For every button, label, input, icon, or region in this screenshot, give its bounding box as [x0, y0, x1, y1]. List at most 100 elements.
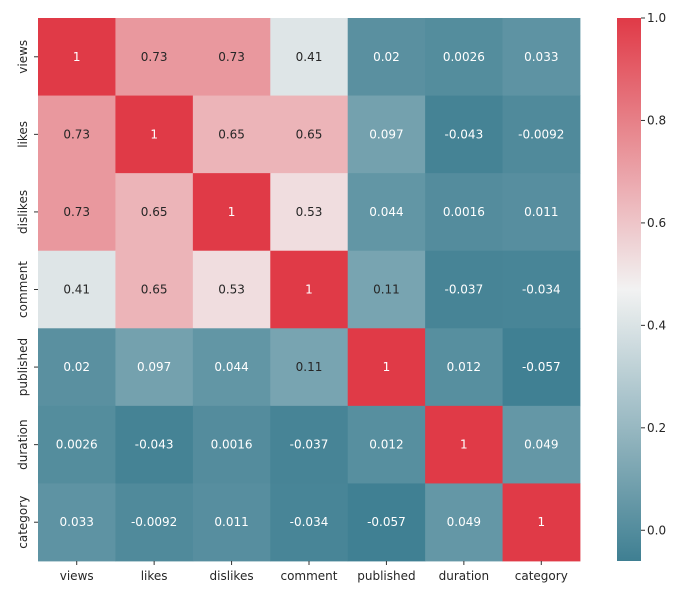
- heatmap-cell-comment-comment: [270, 250, 349, 329]
- x-tick-label-dislikes: dislikes: [210, 569, 254, 583]
- heatmap-annotations: 1 0.73 0.73 0.41 0.02 0.0026 0.033 0.73 1 0.65 0.6…: [56, 50, 565, 529]
- y-tick-label-published: published: [16, 338, 30, 396]
- heatmap-cell-category-category: [502, 483, 581, 562]
- y-tick-label-comment: comment: [16, 261, 30, 318]
- cell-value-label: 0.033: [60, 515, 94, 529]
- colorbar-tick-label: 0.4: [647, 318, 666, 332]
- heatmap-cell-likes-dislikes: [192, 95, 271, 174]
- x-tick-label-duration: duration: [439, 569, 490, 583]
- heatmap-cell-likes-published: [347, 95, 426, 174]
- heatmap-cell-category-published: [347, 483, 426, 562]
- heatmap-cell-published-published: [347, 328, 426, 407]
- heatmap-cell-dislikes-dislikes: [192, 173, 271, 252]
- cell-value-label: 0.0026: [443, 50, 485, 64]
- heatmap-cell-duration-duration: [425, 405, 503, 484]
- cell-value-label: 0.049: [447, 515, 481, 529]
- y-tick-label-category: category: [16, 496, 30, 549]
- heatmap-cell-published-category: [502, 328, 581, 407]
- heatmap-cell-likes-comment: [270, 95, 349, 174]
- colorbar-tick-label: 0.0: [647, 523, 666, 537]
- heatmap-cell-duration-likes: [115, 405, 194, 484]
- cell-value-label: 1: [383, 360, 391, 374]
- cell-value-label: 1: [537, 515, 545, 529]
- cell-value-label: -0.0092: [131, 515, 177, 529]
- heatmap-cell-duration-views: [38, 405, 116, 484]
- colorbar-tick-label: 0.8: [647, 113, 666, 127]
- cell-value-label: 0.73: [141, 50, 168, 64]
- cell-value-label: -0.057: [522, 360, 561, 374]
- heatmap-cell-comment-category: [502, 250, 581, 329]
- cell-value-label: 0.033: [524, 50, 558, 64]
- y-tick-label-likes: likes: [16, 121, 30, 148]
- cell-value-label: 0.65: [141, 283, 168, 297]
- heatmap-cell-likes-likes: [115, 95, 194, 174]
- cell-value-label: 0.0016: [443, 205, 485, 219]
- heatmap-cell-views-likes: [115, 18, 194, 96]
- heatmap-cell-category-views: [38, 483, 116, 562]
- x-tick-label-views: views: [60, 569, 94, 583]
- x-axis-tick-labels: views likes dislikes comment published durati…: [60, 561, 568, 583]
- heatmap-cell-comment-views: [38, 250, 116, 329]
- cell-value-label: 0.65: [218, 127, 245, 141]
- heatmap-cell-views-published: [347, 18, 426, 96]
- heatmap-cell-dislikes-category: [502, 173, 581, 252]
- heatmap-cell-dislikes-comment: [270, 173, 349, 252]
- cell-value-label: 0.73: [218, 50, 245, 64]
- cell-value-label: 0.41: [296, 50, 323, 64]
- heatmap-cell-likes-duration: [425, 95, 503, 174]
- heatmap-cell-published-dislikes: [192, 328, 271, 407]
- cell-value-label: 0.012: [447, 360, 481, 374]
- heatmap-cell-duration-category: [502, 405, 581, 484]
- colorbar-tick-label: 0.6: [647, 216, 666, 230]
- cell-value-label: -0.034: [522, 283, 561, 297]
- heatmap-cell-duration-dislikes: [192, 405, 271, 484]
- cell-value-label: 0.0016: [211, 438, 253, 452]
- heatmap-cell-likes-views: [38, 95, 116, 174]
- cell-value-label: -0.0092: [518, 127, 564, 141]
- cell-value-label: -0.043: [445, 127, 484, 141]
- heatmap-cell-category-dislikes: [192, 483, 271, 562]
- cell-value-label: 0.02: [373, 50, 400, 64]
- x-tick-label-category: category: [515, 569, 568, 583]
- cell-value-label: -0.037: [290, 438, 329, 452]
- heatmap-cell-dislikes-duration: [425, 173, 503, 252]
- cell-value-label: 1: [228, 205, 236, 219]
- cell-value-label: 1: [305, 283, 313, 297]
- cell-value-label: 0.012: [369, 438, 403, 452]
- heatmap-cell-comment-duration: [425, 250, 503, 329]
- x-tick-label-published: published: [357, 569, 415, 583]
- heatmap-cell-views-dislikes: [192, 18, 271, 96]
- heatmap-cell-published-likes: [115, 328, 194, 407]
- y-tick-label-dislikes: dislikes: [16, 190, 30, 234]
- cell-value-label: -0.057: [367, 515, 406, 529]
- colorbar-tick-label: 0.2: [647, 421, 666, 435]
- cell-value-label: 0.049: [524, 438, 558, 452]
- colorbar-gradient: [617, 18, 641, 561]
- y-tick-label-views: views: [16, 40, 30, 74]
- cell-value-label: 0.65: [141, 205, 168, 219]
- cell-value-label: 1: [150, 127, 158, 141]
- heatmap-cell-views-comment: [270, 18, 349, 96]
- colorbar: 0.0 0.2 0.4 0.6 0.8 1.0: [617, 11, 666, 561]
- cell-value-label: 0.0026: [56, 438, 98, 452]
- cell-value-label: 0.097: [369, 127, 403, 141]
- heatmap-cell-dislikes-views: [38, 173, 116, 252]
- y-tick-label-duration: duration: [16, 419, 30, 470]
- cell-value-label: 0.11: [296, 360, 323, 374]
- cell-value-label: 0.044: [369, 205, 403, 219]
- cell-value-label: 0.53: [218, 283, 245, 297]
- heatmap-cells: [38, 18, 581, 562]
- cell-value-label: 0.41: [63, 283, 90, 297]
- x-tick-label-comment: comment: [280, 569, 337, 583]
- cell-value-label: 1: [460, 438, 468, 452]
- cell-value-label: 0.097: [137, 360, 171, 374]
- heatmap-cell-comment-dislikes: [192, 250, 271, 329]
- cell-value-label: 0.011: [524, 205, 558, 219]
- heatmap-cell-views-duration: [425, 18, 503, 96]
- cell-value-label: 1: [73, 50, 81, 64]
- cell-value-label: -0.043: [135, 438, 174, 452]
- cell-value-label: 0.73: [63, 205, 90, 219]
- cell-value-label: 0.011: [214, 515, 248, 529]
- cell-value-label: 0.02: [63, 360, 90, 374]
